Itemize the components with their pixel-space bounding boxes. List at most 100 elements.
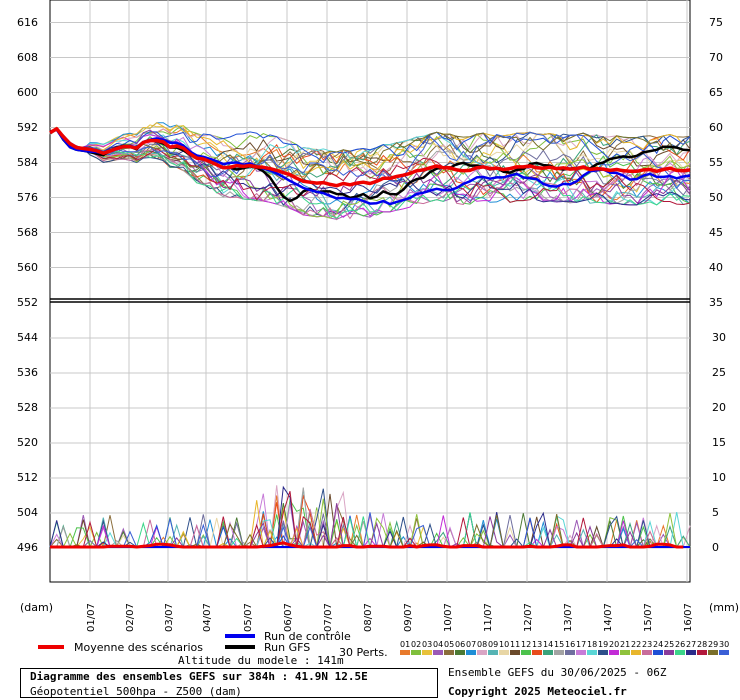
pert-line-27 [49,127,691,206]
right-tick: 20 [712,401,726,414]
legend-pert-swatch [532,650,542,655]
plot-frame [49,0,691,583]
legend-pert-number: 26 [675,640,685,649]
ensemble-text: Ensemble GEFS du 30/06/2025 - 06Z [448,666,667,679]
date-label: 04/07 [202,603,213,632]
legend-pert-number: 06 [455,640,465,649]
date-label: 02/07 [125,603,136,632]
date-label: 12/07 [523,603,534,632]
legend-pert-swatch [510,650,520,655]
legend-pert-swatch [411,650,421,655]
left-tick: 520 [17,436,38,449]
legend-pert-swatch [576,650,586,655]
axis-ticks: 6166086005925845765685605527570656055504… [17,16,726,554]
legend-pert-swatch [565,650,575,655]
legend-pert-number: 22 [631,640,641,649]
legend-pert-number: 29 [708,640,718,649]
date-label: 10/07 [443,603,454,632]
legend-pert-number: 07 [466,640,476,649]
pert-line-26 [49,129,691,219]
legend-pert-number: 08 [477,640,487,649]
legend-pert-number: 30 [719,640,729,649]
date-label: 15/07 [643,603,654,632]
legend-pert-number: 09 [488,640,498,649]
right-tick: 75 [709,16,723,29]
date-label: 08/07 [363,603,374,632]
legend-pert-swatch [543,650,553,655]
right-tick: 50 [709,191,723,204]
legend-pert-swatch [653,650,663,655]
legend-pert-number: 17 [576,640,586,649]
right-tick: 60 [709,121,723,134]
right-tick: 65 [709,86,723,99]
legend-pert-number: 19 [598,640,608,649]
legend-pert-swatch [708,650,718,655]
legend-pert-swatch [521,650,531,655]
date-label: 06/07 [283,603,294,632]
date-labels: 01/07 02/07 03/07 04/07 05/07 06/07 07/07 08/07… [86,603,694,632]
right-tick: 30 [712,331,726,344]
legend: Moyenne des scénarios Run de contrôleRun … [38,630,729,659]
left-tick: 576 [17,191,38,204]
left-tick: 568 [17,226,38,239]
title-box [20,668,438,698]
legend-pert-swatch [400,650,410,655]
legend-pert-number: 02 [411,640,421,649]
legend-pert-swatch [422,650,432,655]
legend-pert-number: 10 [499,640,509,649]
right-tick: 0 [712,541,719,554]
legend-pert-number: 03 [422,640,432,649]
pert-line-30 [49,129,691,189]
legend-pert-swatch [444,650,454,655]
mean-precip-line [50,541,684,549]
legend-gfs-label: Run GFS [264,641,310,654]
left-tick: 528 [17,401,38,414]
left-unit-label: (dam) [20,601,53,614]
legend-pert-number: 13 [532,640,542,649]
legend-pert-swatch [587,650,597,655]
right-tick: 10 [712,471,726,484]
legend-pert-number: 04 [433,640,443,649]
chart-subtitle: Géopotentiel 500hpa - Z500 (dam) [30,685,242,698]
legend-pert-swatch [719,650,729,655]
date-label: 07/07 [323,603,334,632]
pert-line-25 [49,128,691,205]
legend-pert-number: 11 [510,640,520,649]
left-tick: 512 [17,471,38,484]
right-unit-label: (mm) [709,601,739,614]
legend-control-label: Run de contrôle [264,630,351,643]
right-tick: 35 [709,296,723,309]
legend-pert-swatch [609,650,619,655]
legend-pert-number: 28 [697,640,707,649]
legend-pert-swatch [686,650,696,655]
legend-pert-number: 25 [664,640,674,649]
left-tick: 600 [17,86,38,99]
chart-grid [49,0,691,583]
pert-line-24 [49,129,691,164]
control-z500-line [49,128,691,206]
legend-pert-number: 15 [554,640,564,649]
legend-pert-swatch [598,650,608,655]
date-label: 09/07 [403,603,414,632]
legend-pert-swatch [488,650,498,655]
legend-pert-swatch [455,650,465,655]
right-tick: 15 [712,436,726,449]
copyright-text: Copyright 2025 Meteociel.fr [448,685,627,698]
pert-line-29 [49,128,691,181]
legend-pert-number: 20 [609,640,619,649]
altitude-text: Altitude du modele : 141m [178,654,344,667]
pert-line-3 [49,124,691,193]
chart-title: Diagramme des ensembles GEFS sur 384h : … [30,670,368,683]
right-tick: 40 [709,261,723,274]
date-label: 14/07 [603,603,614,632]
left-tick: 544 [17,331,38,344]
legend-pert-swatch [675,650,685,655]
left-tick: 560 [17,261,38,274]
left-tick: 584 [17,156,38,169]
legend-pert-swatch [499,650,509,655]
legend-pert-number: 18 [587,640,597,649]
pert-line-4 [49,129,691,220]
legend-pert-number: 05 [444,640,454,649]
legend-pert-swatch [620,650,630,655]
